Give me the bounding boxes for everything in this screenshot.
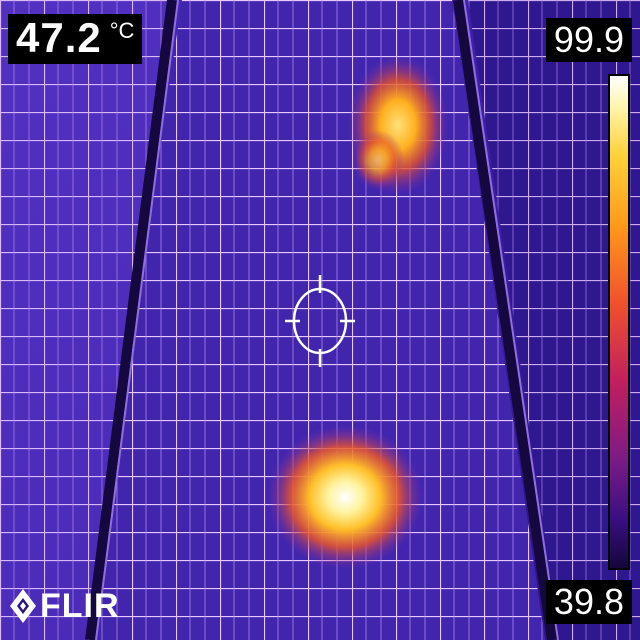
left-frame — [85, 0, 177, 640]
crosshair-icon — [285, 275, 355, 367]
scale-max-value: 99.9 — [545, 18, 632, 62]
scale-min-value: 39.8 — [545, 580, 632, 624]
hot-spot-lower — [267, 425, 423, 569]
right-frame — [453, 0, 557, 640]
flir-logo-icon — [10, 589, 36, 623]
spot-temperature-value: 47.2 — [16, 14, 102, 61]
flir-logo: FLIR — [10, 588, 120, 624]
flir-logo-text: FLIR — [40, 587, 120, 625]
temperature-unit: °C — [109, 18, 135, 43]
color-scale-bar — [608, 74, 630, 570]
spot-temperature-readout: 47.2 °C — [8, 14, 143, 64]
